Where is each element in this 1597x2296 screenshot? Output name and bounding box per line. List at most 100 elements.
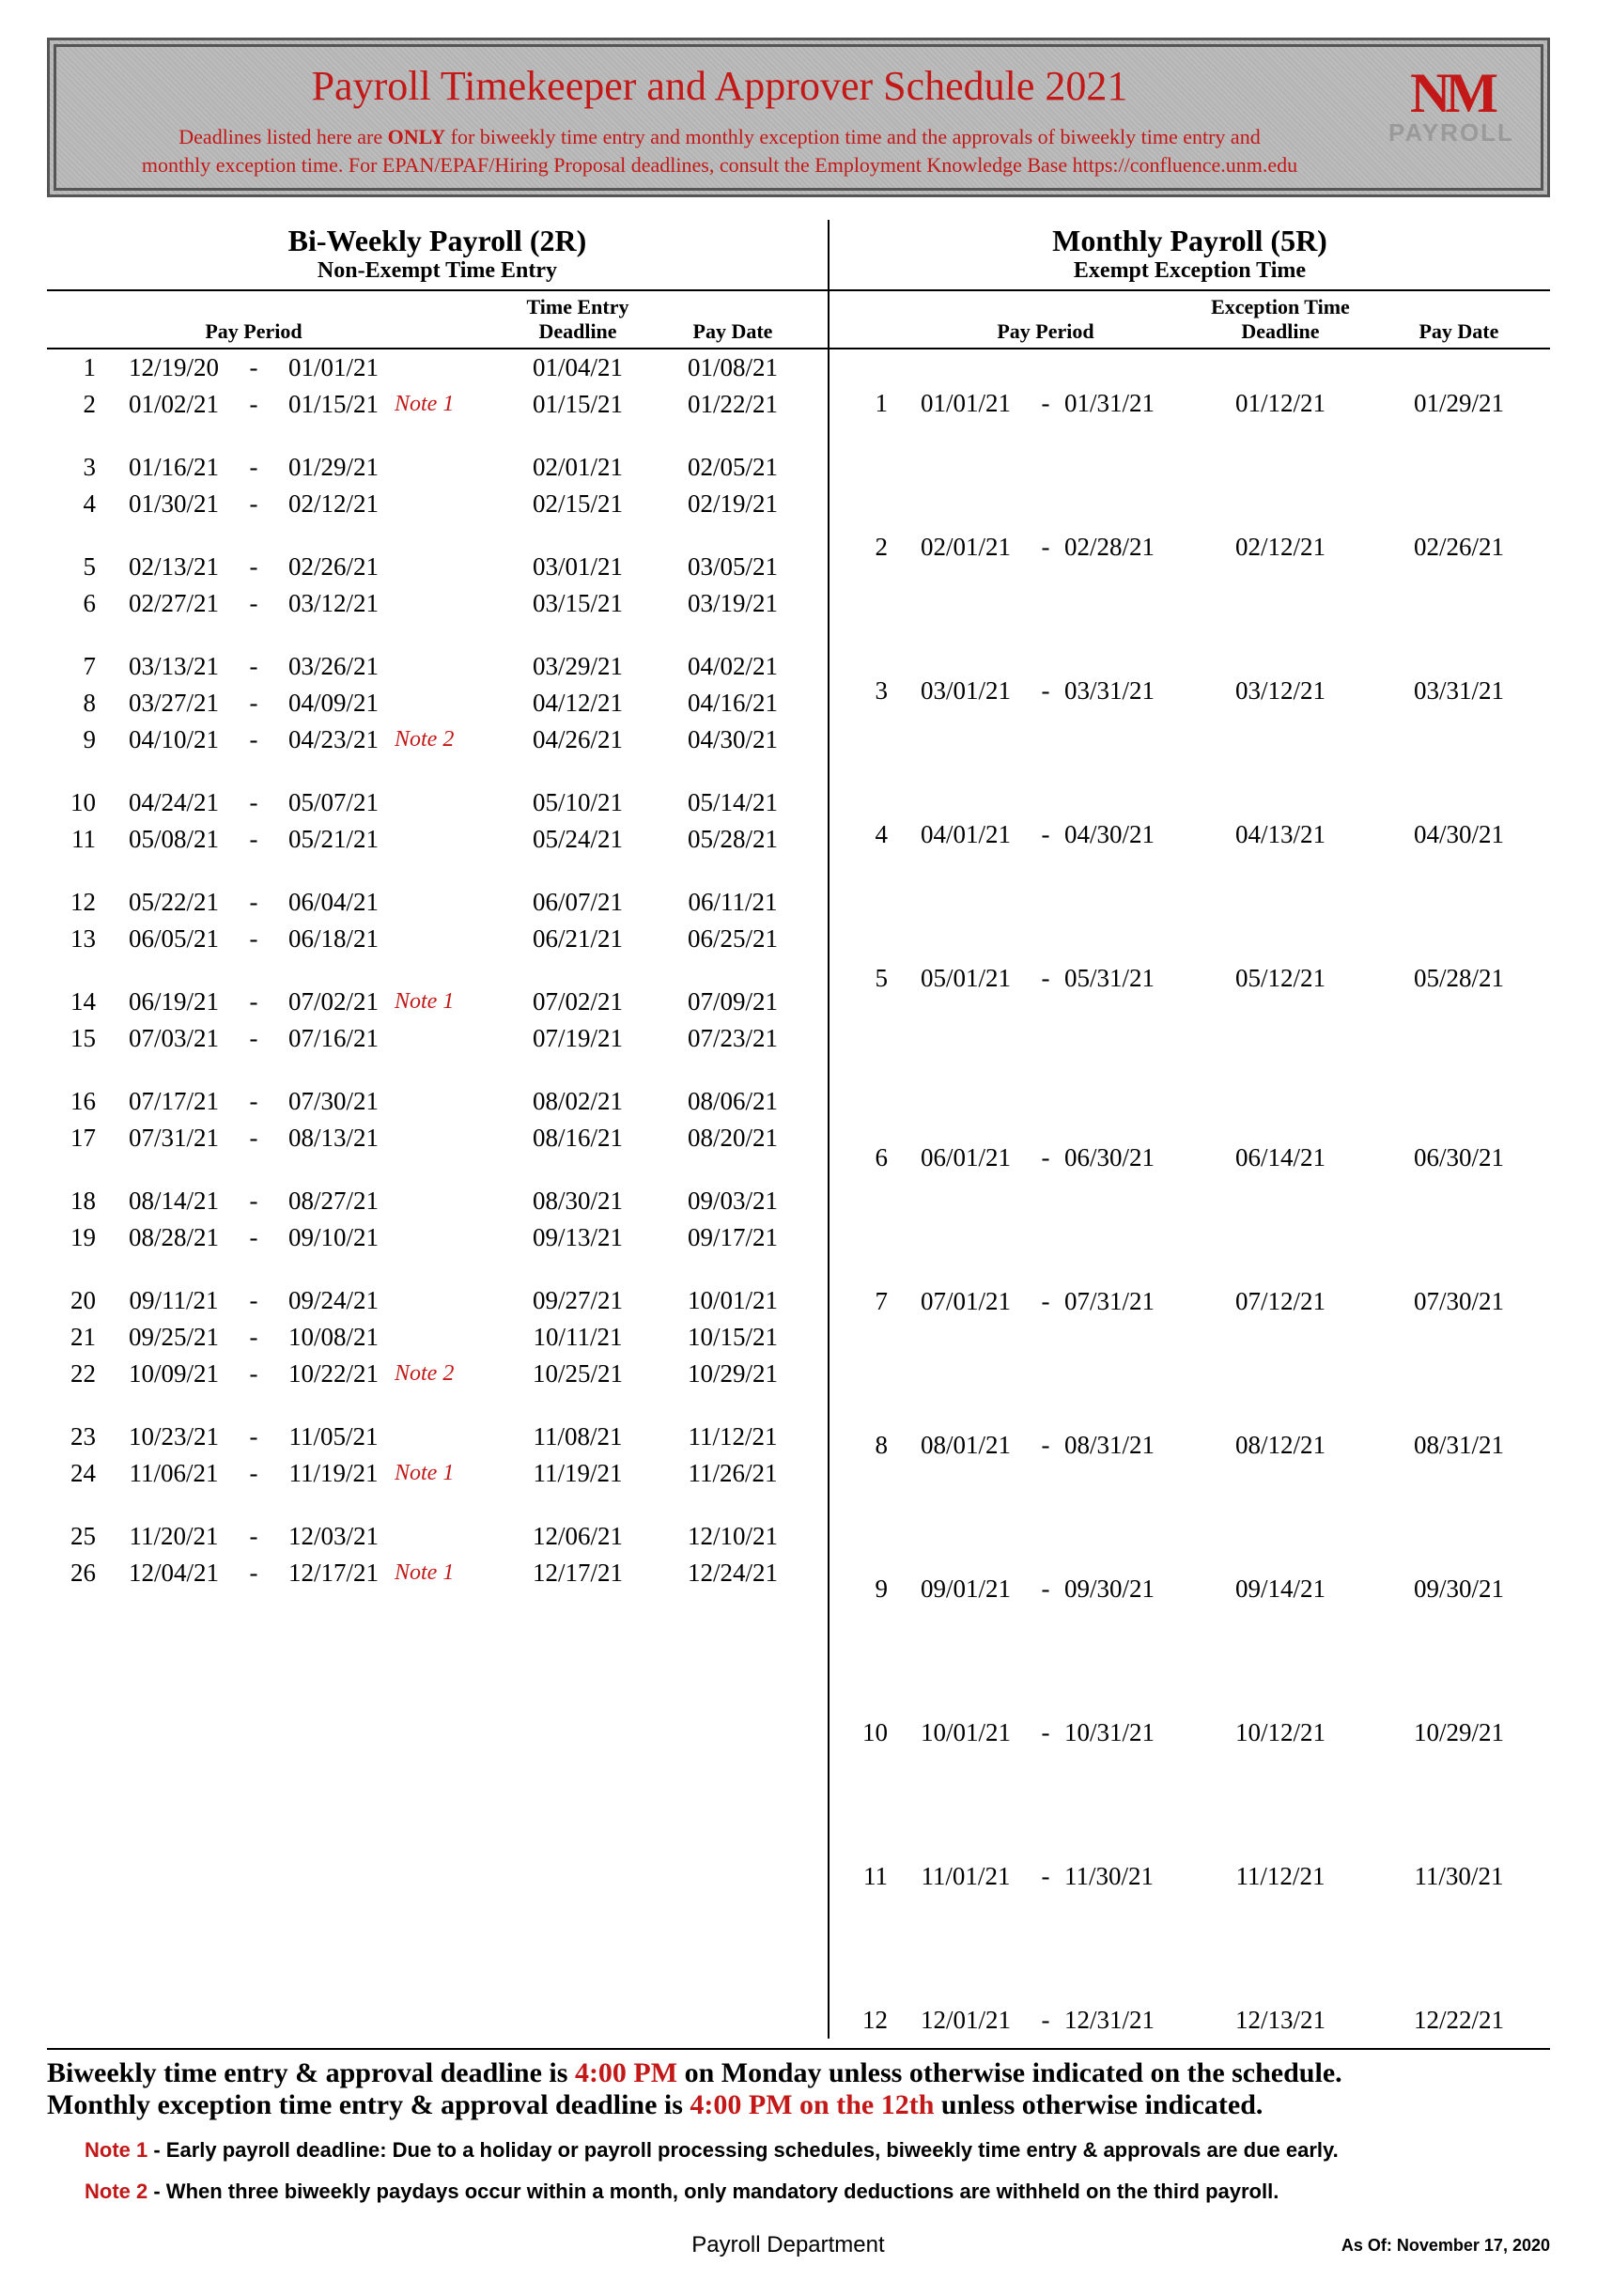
footnote-line-2: Monthly exception time entry & approval … <box>47 2089 1550 2121</box>
table-row: 602/27/21-03/12/2103/15/2103/19/21 <box>47 585 828 622</box>
row-num: 16 <box>47 1087 113 1116</box>
schedule: Bi-Weekly Payroll (2R) Non-Exempt Time E… <box>47 220 1550 2039</box>
dash: - <box>235 888 272 917</box>
period-to: 05/31/21 <box>1064 964 1186 993</box>
banner: Payroll Timekeeper and Approver Schedule… <box>47 38 1550 197</box>
table-row: 1808/14/21-08/27/2108/30/2109/03/21 <box>47 1183 828 1219</box>
paydate: 09/03/21 <box>658 1187 808 1216</box>
paydate: 01/22/21 <box>658 390 808 419</box>
period-to: 10/22/21 <box>272 1359 395 1388</box>
paydate: 04/30/21 <box>1374 820 1543 849</box>
table-row: 505/01/21-05/31/2105/12/2105/28/21 <box>830 960 1550 997</box>
period-to: 09/24/21 <box>272 1286 395 1315</box>
dash: - <box>1027 533 1064 562</box>
period-to: 01/29/21 <box>272 453 395 482</box>
paydate: 05/14/21 <box>658 788 808 817</box>
dash: - <box>235 1323 272 1352</box>
paydate: 12/22/21 <box>1374 2006 1543 2035</box>
period-to: 11/30/21 <box>1064 1862 1186 1891</box>
period-to: 10/08/21 <box>272 1323 395 1352</box>
deadline: 02/15/21 <box>498 489 658 519</box>
period-from: 09/11/21 <box>113 1286 235 1315</box>
period-from: 02/01/21 <box>905 533 1027 562</box>
table-row: 1111/01/21-11/30/2111/12/2111/30/21 <box>830 1858 1550 1895</box>
table-row: 401/30/21-02/12/2102/15/2102/19/21 <box>47 486 828 522</box>
deadline: 10/12/21 <box>1186 1718 1374 1747</box>
deadline: 05/10/21 <box>498 788 658 817</box>
row-num: 9 <box>47 725 113 754</box>
dash: - <box>1027 2006 1064 2035</box>
dash: - <box>235 788 272 817</box>
dash: - <box>235 725 272 754</box>
table-row: 707/01/21-07/31/2107/12/2107/30/21 <box>830 1283 1550 1320</box>
period-from: 07/31/21 <box>113 1124 235 1153</box>
dash: - <box>235 390 272 419</box>
dash: - <box>1027 1143 1064 1172</box>
deadline: 01/15/21 <box>498 390 658 419</box>
row-num: 7 <box>47 652 113 681</box>
row-num: 8 <box>848 1431 905 1460</box>
paydate: 11/26/21 <box>658 1459 808 1488</box>
logo-word: PAYROLL <box>1381 118 1522 147</box>
period-from: 01/01/21 <box>905 389 1027 418</box>
dash: - <box>235 589 272 618</box>
paydate: 12/24/21 <box>658 1559 808 1588</box>
deadline: 04/26/21 <box>498 725 658 754</box>
biweekly-column: Bi-Weekly Payroll (2R) Non-Exempt Time E… <box>47 220 828 2039</box>
table-row: 803/27/21-04/09/2104/12/2104/16/21 <box>47 685 828 721</box>
dash: - <box>1027 820 1064 849</box>
deadline: 07/19/21 <box>498 1024 658 1053</box>
row-num: 11 <box>848 1862 905 1891</box>
paydate: 09/17/21 <box>658 1223 808 1252</box>
period-from: 05/22/21 <box>113 888 235 917</box>
period-from: 01/16/21 <box>113 453 235 482</box>
table-row: 1004/24/21-05/07/2105/10/2105/14/21 <box>47 784 828 821</box>
period-to: 06/04/21 <box>272 888 395 917</box>
paydate: 02/19/21 <box>658 489 808 519</box>
dash: - <box>235 1223 272 1252</box>
paydate: 04/02/21 <box>658 652 808 681</box>
table-row: 101/01/21-01/31/2101/12/2101/29/21 <box>830 385 1550 422</box>
period-to: 01/01/21 <box>272 353 395 382</box>
paydate: 06/11/21 <box>658 888 808 917</box>
table-row: 703/13/21-03/26/2103/29/2104/02/21 <box>47 648 828 685</box>
dash: - <box>235 1459 272 1488</box>
paydate: 04/16/21 <box>658 689 808 718</box>
row-num: 18 <box>47 1187 113 1216</box>
row-num: 12 <box>47 888 113 917</box>
period-from: 11/06/21 <box>113 1459 235 1488</box>
paydate: 07/09/21 <box>658 987 808 1016</box>
footer-asof: As Of: November 17, 2020 <box>1341 2236 1550 2256</box>
period-from: 03/01/21 <box>905 676 1027 706</box>
period-to: 05/21/21 <box>272 825 395 854</box>
banner-title: Payroll Timekeeper and Approver Schedule… <box>75 62 1364 110</box>
row-num: 6 <box>848 1143 905 1172</box>
row-num: 2 <box>47 390 113 419</box>
dash: - <box>1027 1718 1064 1747</box>
row-num: 23 <box>47 1422 113 1451</box>
paydate: 06/30/21 <box>1374 1143 1543 1172</box>
dash: - <box>235 652 272 681</box>
period-from: 03/27/21 <box>113 689 235 718</box>
paydate: 10/29/21 <box>1374 1718 1543 1747</box>
dash: - <box>1027 964 1064 993</box>
dash: - <box>235 353 272 382</box>
deadline: 01/04/21 <box>498 353 658 382</box>
period-from: 04/01/21 <box>905 820 1027 849</box>
deadline: 10/25/21 <box>498 1359 658 1388</box>
period-from: 08/01/21 <box>905 1431 1027 1460</box>
row-num: 21 <box>47 1323 113 1352</box>
period-from: 10/23/21 <box>113 1422 235 1451</box>
row-num: 13 <box>47 924 113 954</box>
period-from: 11/01/21 <box>905 1862 1027 1891</box>
period-from: 09/01/21 <box>905 1575 1027 1604</box>
deadline: 08/02/21 <box>498 1087 658 1116</box>
deadline: 07/12/21 <box>1186 1287 1374 1316</box>
period-to: 07/31/21 <box>1064 1287 1186 1316</box>
deadline: 08/30/21 <box>498 1187 658 1216</box>
table-row: 1105/08/21-05/21/2105/24/2105/28/21 <box>47 821 828 858</box>
deadline: 06/14/21 <box>1186 1143 1374 1172</box>
period-from: 05/01/21 <box>905 964 1027 993</box>
period-to: 04/23/21 <box>272 725 395 754</box>
footer: Payroll Department As Of: November 17, 2… <box>47 2232 1550 2258</box>
